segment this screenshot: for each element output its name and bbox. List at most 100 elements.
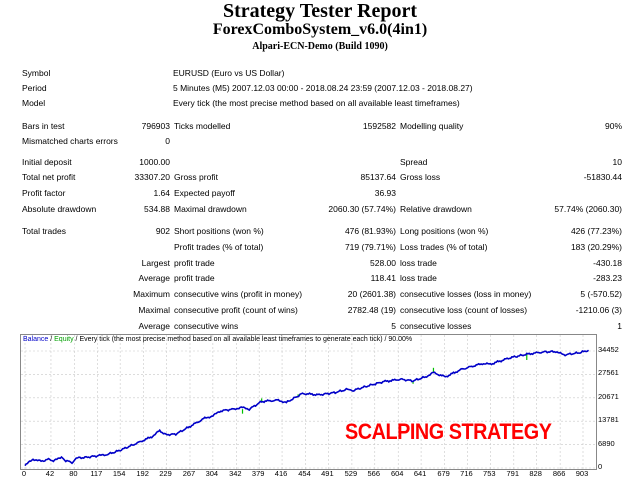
trade-value: -430.18: [593, 258, 622, 268]
trade-label: consecutive wins: [174, 321, 239, 331]
info-label: Period: [22, 83, 47, 93]
y-tick-label: 13781: [598, 415, 619, 425]
stat-label: Bars in test: [22, 121, 65, 131]
x-tick-label: 641: [413, 469, 427, 478]
chart-caption: Balance / Equity / Every tick (the most …: [23, 336, 412, 343]
trade-label: loss trade: [400, 273, 437, 283]
report-title: Strategy Tester Report: [222, 0, 418, 22]
stat-label: Profit factor: [22, 188, 66, 198]
y-tick-label: 6890: [598, 438, 615, 448]
x-tick-label: 604: [390, 469, 404, 478]
trade-value: 20 (2601.38): [347, 289, 396, 299]
trade-value: 5 (-570.52): [580, 289, 622, 299]
y-tick-label: 0: [598, 462, 603, 471]
stat-label: Gross loss: [400, 172, 441, 182]
stat-label: Total net profit: [22, 172, 76, 182]
x-tick-label: 866: [552, 469, 566, 478]
stat-value: 1000.00: [139, 157, 170, 167]
trade-label: Total trades: [22, 226, 66, 236]
trade-value: 1: [617, 321, 622, 331]
trade-label: Largest: [141, 258, 170, 268]
stat-value: 57.74% (2060.30): [554, 204, 622, 214]
x-tick-label: 566: [367, 469, 380, 478]
x-tick-label: 379: [251, 469, 265, 478]
chart-plot: [21, 335, 596, 469]
stat-label: Gross profit: [174, 172, 218, 182]
trade-value: 426 (77.23%): [570, 226, 622, 236]
stat-label: Ticks modelled: [174, 121, 231, 131]
trade-label: Maximum: [133, 289, 170, 299]
x-tick-label: 903: [575, 469, 589, 478]
stat-value: 85137.64: [360, 172, 396, 182]
x-tick-label: 42: [45, 469, 55, 478]
trade-value: 5: [391, 321, 396, 331]
stat-label: Relative drawdown: [400, 204, 472, 214]
x-tick-label: 80: [69, 469, 78, 478]
stat-value: 0: [165, 136, 170, 146]
x-tick-label: 304: [205, 469, 219, 478]
x-tick-label: 529: [344, 469, 358, 478]
legend-desc: / Every tick (the most precise method ba…: [73, 336, 413, 343]
info-label: Model: [22, 98, 46, 108]
stat-value: 2060.30 (57.74%): [328, 204, 396, 214]
trade-label: consecutive loss (count of losses): [400, 305, 528, 315]
stat-label: Absolute drawdown: [22, 204, 97, 214]
y-tick-label: 20671: [598, 391, 619, 401]
balance-line: [24, 349, 590, 467]
trade-value: 902: [155, 226, 170, 236]
stat-label: Modelling quality: [400, 121, 464, 131]
stat-label: Initial deposit: [22, 157, 72, 167]
x-tick-label: 267: [182, 469, 196, 478]
stat-value: 90%: [604, 121, 622, 131]
trade-label: consecutive wins (profit in money): [174, 289, 303, 299]
trade-label: loss trade: [400, 258, 437, 268]
trade-value: -1210.06 (3): [575, 305, 622, 315]
trade-value: 118.41: [370, 273, 396, 283]
watermark-text: SCALPING STRATEGY: [345, 419, 552, 444]
stat-label: Mismatched charts errors: [22, 136, 118, 146]
trade-value: 528.00: [370, 258, 396, 268]
info-value: Every tick (the most precise method base…: [173, 98, 460, 108]
trade-label: profit trade: [174, 258, 215, 268]
balance-chart: [20, 334, 597, 470]
x-tick-label: 229: [159, 469, 172, 478]
x-tick-label: 679: [437, 469, 450, 478]
trade-label: consecutive losses (loss in money): [400, 289, 532, 299]
stat-value: 36.93: [374, 188, 396, 198]
x-tick-label: 0: [21, 469, 27, 478]
trade-label: Loss trades (% of total): [400, 242, 488, 252]
trade-value: 2782.48 (19): [347, 305, 396, 315]
stat-label: Expected payoff: [174, 188, 235, 198]
x-tick-label: 828: [529, 469, 542, 478]
info-value: 5 Minutes (M5) 2007.12.03 00:00 - 2018.0…: [173, 83, 473, 93]
expert-name: ForexComboSystem_v6.0(4in1): [212, 21, 428, 38]
stat-value: 10: [612, 157, 622, 167]
server-build: Alpari-ECN-Demo (Build 1090): [252, 41, 388, 52]
x-tick-label: 117: [90, 469, 103, 478]
stat-value: 1592582: [362, 121, 396, 131]
trade-value: 719 (79.71%): [344, 242, 396, 252]
x-tick-label: 342: [229, 469, 242, 478]
trade-label: Average: [138, 321, 170, 331]
y-tick-label: 34452: [598, 345, 619, 354]
x-tick-label: 416: [274, 469, 288, 478]
trade-value: 476 (81.93%): [344, 226, 396, 236]
trade-label: consecutive losses: [400, 321, 472, 331]
trade-value: 183 (20.29%): [570, 242, 622, 252]
trade-value: -283.23: [593, 273, 622, 283]
trade-label: Short positions (won %): [174, 226, 264, 236]
x-tick-label: 716: [460, 469, 473, 478]
stat-value: 1.64: [153, 188, 170, 198]
trade-label: Maximal: [138, 305, 170, 315]
legend-equity: Equity: [54, 336, 74, 343]
trade-label: profit trade: [174, 273, 215, 283]
y-tick-label: 27561: [598, 368, 619, 378]
trade-label: Average: [138, 273, 170, 283]
legend-sep: /: [48, 336, 55, 343]
x-tick-label: 154: [112, 469, 126, 478]
x-tick-label: 491: [321, 469, 334, 478]
stat-value: 534.88: [144, 204, 170, 214]
x-tick-label: 454: [298, 469, 311, 478]
stat-value: 796903: [141, 121, 170, 131]
stat-label: Maximal drawdown: [174, 204, 247, 214]
